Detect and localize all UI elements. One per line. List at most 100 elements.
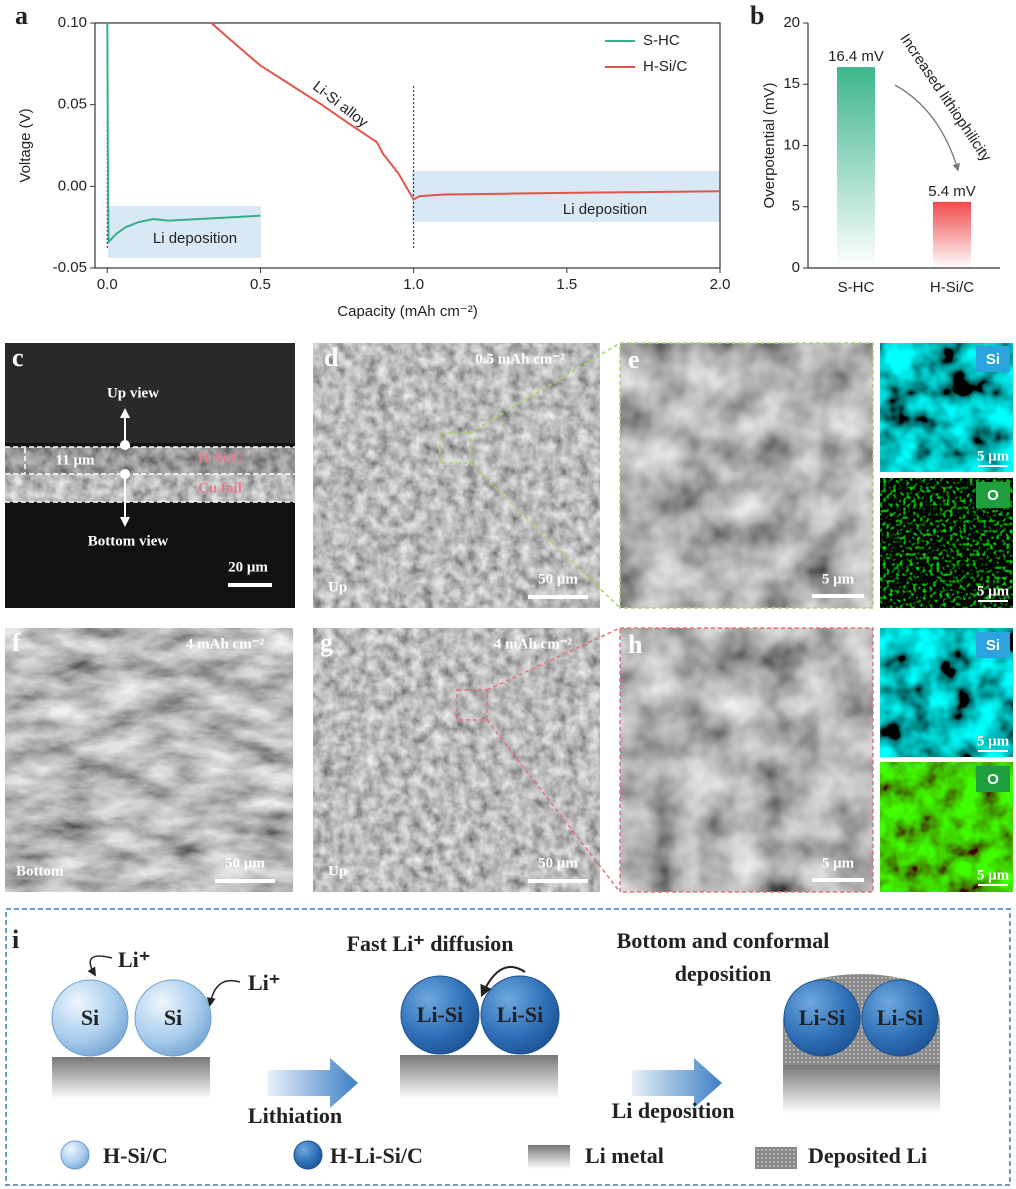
x-tick-label: 1.0 xyxy=(403,276,424,293)
legend-label: S-HC xyxy=(643,32,680,49)
panel-label: a xyxy=(15,1,28,30)
scale-label: 50 μm xyxy=(538,855,578,871)
scale-label: 5 μm xyxy=(977,733,1010,749)
annotation: Li-Si alloy xyxy=(309,78,371,132)
ion-arrow xyxy=(87,955,113,977)
element-label: Si xyxy=(986,351,1000,368)
legend-label: H-Si/C xyxy=(643,58,687,75)
panel-label: d xyxy=(324,343,339,372)
element-label: O xyxy=(987,487,999,504)
capacity-label: 0.5 mAh cm⁻² xyxy=(475,351,565,367)
zoom-line xyxy=(486,627,621,691)
annotation: Li deposition xyxy=(563,201,647,218)
trend-arrow xyxy=(894,84,960,172)
step-arrow xyxy=(268,1058,358,1108)
particle-label: Si xyxy=(164,1005,182,1030)
y-axis-label: Overpotential (mV) xyxy=(761,83,778,209)
sem-layer xyxy=(5,474,295,502)
panel-label: f xyxy=(12,628,21,657)
label: Up view xyxy=(107,385,159,401)
panel-f: f 4 mAh cm⁻² Bottom 50 μm xyxy=(5,628,293,892)
x-tick-label: S-HC xyxy=(838,279,875,296)
substrate xyxy=(400,1055,558,1099)
substrate xyxy=(52,1057,210,1099)
zoom-frame xyxy=(619,627,874,893)
legend-symbol xyxy=(60,1140,90,1170)
stage-title: Bottom and conformal xyxy=(617,928,830,953)
panel-g: g 4 mAh cm⁻² Up 50 μm xyxy=(313,627,621,893)
sem-image xyxy=(313,343,600,608)
panel-c: c Up view 11 μm H-Si/C Cu foil Bottom vi… xyxy=(5,343,295,608)
panel-d: d 0.5 mAh cm⁻² Up 50 μm xyxy=(313,342,621,609)
element-tag xyxy=(976,346,1010,372)
x-axis-label: Capacity (mAh cm⁻²) xyxy=(337,303,477,320)
bar xyxy=(933,201,971,268)
capacity-label: 4 mAh cm⁻² xyxy=(186,636,265,652)
marker xyxy=(120,440,130,450)
x-tick-label: 0.5 xyxy=(250,276,271,293)
legend-symbol xyxy=(528,1145,570,1169)
element-label: O xyxy=(987,771,999,788)
scale-label: 50 μm xyxy=(225,855,265,871)
particle xyxy=(134,979,212,1057)
view-label: Up xyxy=(328,579,347,595)
x-tick-label: 2.0 xyxy=(710,276,731,293)
marker xyxy=(120,469,130,479)
scale-label: 5 μm xyxy=(977,448,1010,464)
panel-label: i xyxy=(12,925,19,954)
particle xyxy=(480,975,560,1055)
charts: a 0.0 0.5 1.0 1.5 2.0 -0.05 0.00 0.05 0.10 Capacit… xyxy=(15,1,1000,320)
scale-label: 5 μm xyxy=(977,867,1010,883)
legend-symbol xyxy=(755,1147,797,1169)
particle-label: Si xyxy=(81,1005,99,1030)
y-tick-label: 15 xyxy=(783,75,800,92)
y-tick-label: -0.05 xyxy=(53,259,87,276)
sem-image xyxy=(5,628,293,892)
scale-label: 5 μm xyxy=(822,855,855,871)
data-line xyxy=(106,22,261,245)
layer-lines xyxy=(5,446,295,503)
sem-image xyxy=(313,628,600,892)
label: Bottom view xyxy=(88,533,169,549)
scale-label: 20 μm xyxy=(228,559,268,575)
stage-title: deposition xyxy=(675,961,772,986)
y-tick-label: 0.00 xyxy=(58,177,87,194)
zoom-box xyxy=(439,432,471,464)
zoom-line xyxy=(486,719,621,893)
x-tick-label: 0.0 xyxy=(97,276,118,293)
panel-label: b xyxy=(750,1,764,30)
panel-label: h xyxy=(628,630,643,659)
legend-label: Li metal xyxy=(585,1143,664,1168)
sem-image xyxy=(620,343,873,608)
element-tag xyxy=(976,766,1010,792)
value-label: 16.4 mV xyxy=(828,48,884,65)
y-tick-label: 0.10 xyxy=(58,14,87,31)
sem-image xyxy=(5,343,295,443)
legend-label: H-Li-Si/C xyxy=(330,1143,423,1168)
label: H-Si/C xyxy=(198,450,242,466)
label: 11 μm xyxy=(56,452,95,468)
view-label: Up xyxy=(328,863,347,879)
legend-label: Deposited Li xyxy=(808,1143,927,1168)
zoom-box xyxy=(456,689,488,721)
step-label: Li deposition xyxy=(612,1098,735,1123)
view-label: Bottom xyxy=(16,863,64,879)
scale-label: 5 μm xyxy=(822,571,855,587)
particle xyxy=(861,979,939,1057)
panel-h: h 5 μm Si 5 μm O 5 μm xyxy=(619,627,1013,893)
scale-label: 5 μm xyxy=(977,583,1010,599)
panel-label: g xyxy=(320,628,333,657)
shaded-region xyxy=(108,206,261,258)
capacity-label: 4 mAh cm⁻² xyxy=(494,636,573,652)
element-label: Si xyxy=(986,637,1000,654)
diffusion-arrow xyxy=(480,966,526,998)
y-tick-label: 0 xyxy=(792,259,800,276)
particle-label: Li-Si xyxy=(417,1002,463,1027)
sem-image xyxy=(620,628,873,892)
element-tag xyxy=(976,632,1010,658)
label: Cu foil xyxy=(198,480,242,496)
particle xyxy=(400,975,480,1055)
zoom-frame xyxy=(619,342,874,609)
shaded-region xyxy=(412,171,720,222)
